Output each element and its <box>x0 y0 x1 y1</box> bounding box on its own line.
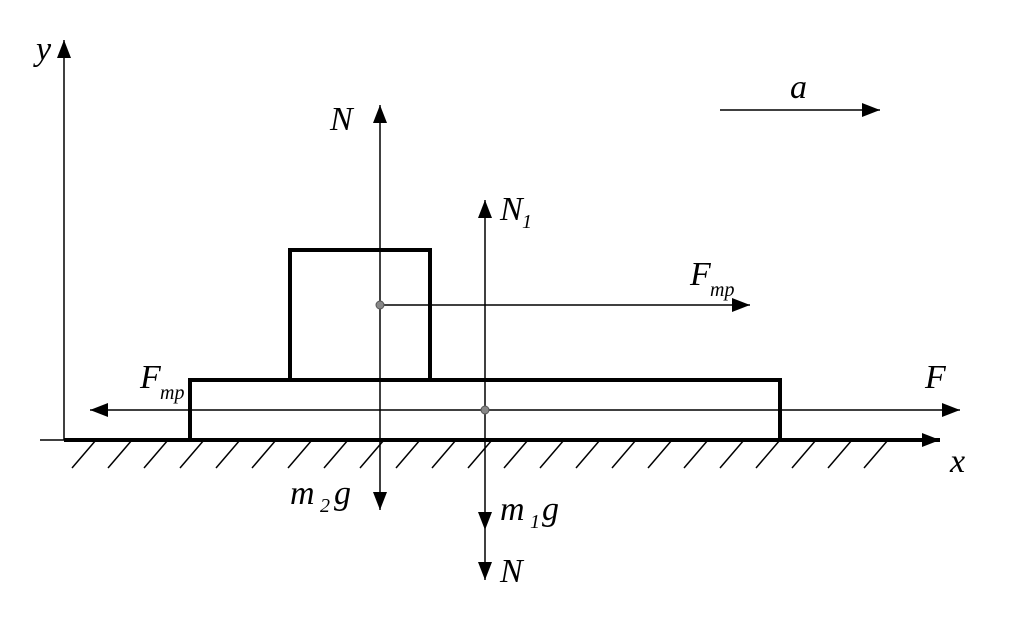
label-m2g-g: g <box>334 475 351 512</box>
label-F: F <box>924 359 947 396</box>
label-m1g-m: m <box>500 491 525 528</box>
physics-free-body-diagram: yxaNFN1FтрFтрm2gm1gN <box>0 0 1024 639</box>
label-m1g-sub: 1 <box>530 511 540 533</box>
vector-N-reaction <box>478 530 492 580</box>
label-a: a <box>790 69 807 106</box>
top-block <box>290 250 430 380</box>
y-axis-label: y <box>33 31 52 68</box>
label-Ftr-left-sub: тр <box>160 382 184 404</box>
vector-Ftr-bottom <box>90 403 485 417</box>
label-Ftr-top: F <box>689 256 712 293</box>
label-m2g-sub: 2 <box>320 495 330 517</box>
center-top-dot <box>376 301 384 309</box>
center-bottom-dot <box>481 406 489 414</box>
vector-m2g <box>373 305 387 510</box>
label-N: N <box>329 101 355 138</box>
vector-N <box>373 105 387 305</box>
label-Ftr-top-sub: тр <box>710 279 734 301</box>
vector-F <box>485 403 960 417</box>
label-Ftr-left: F <box>139 359 162 396</box>
vector-m1g <box>478 410 492 530</box>
vector-Ftr-top <box>380 298 750 312</box>
label-N1-sub: 1 <box>522 211 532 233</box>
y-axis <box>57 40 71 440</box>
label-m1g-g: g <box>542 491 559 528</box>
x-axis-label: x <box>949 443 965 480</box>
label-m2g-m: m <box>290 475 315 512</box>
ground-hatching <box>72 440 888 468</box>
label-N-reaction: N <box>499 553 525 590</box>
